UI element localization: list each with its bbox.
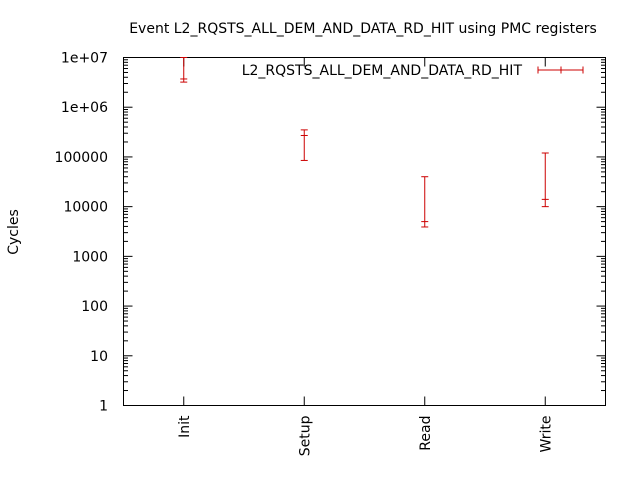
x-tick-label: Setup xyxy=(297,415,313,456)
y-tick-label: 100 xyxy=(81,299,108,315)
error-bar-read xyxy=(421,176,429,228)
legend: L2_RQSTS_ALL_DEM_AND_DATA_RD_HIT xyxy=(242,63,584,79)
y-axis-ticks: 1 10 100 1000 10000 100000 1e+06 1e+07 xyxy=(55,51,606,415)
y-tick-label: 100000 xyxy=(55,150,108,166)
y-tick-label: 1e+06 xyxy=(61,100,108,116)
y-axis-label: Cycles xyxy=(6,209,22,255)
error-bars xyxy=(180,57,549,228)
x-tick-label: Init xyxy=(177,415,193,438)
y-tick-label: 1e+07 xyxy=(61,51,108,67)
legend-label: L2_RQSTS_ALL_DEM_AND_DATA_RD_HIT xyxy=(242,63,523,79)
error-bar-init xyxy=(180,57,188,83)
legend-sample xyxy=(537,66,584,74)
chart-title: Event L2_RQSTS_ALL_DEM_AND_DATA_RD_HIT u… xyxy=(129,21,597,37)
y-tick-label: 10000 xyxy=(63,200,108,216)
plot-frame xyxy=(123,57,606,406)
y-tick-label: 10 xyxy=(90,349,108,365)
y-tick-label: 1 xyxy=(99,399,108,415)
error-bar-write xyxy=(541,152,549,208)
x-tick-label: Read xyxy=(418,416,434,451)
x-axis-ticks: Init Setup Read Write xyxy=(177,57,554,456)
x-tick-label: Write xyxy=(538,416,554,453)
y-tick-label: 1000 xyxy=(72,249,108,265)
error-bar-setup xyxy=(300,129,308,161)
